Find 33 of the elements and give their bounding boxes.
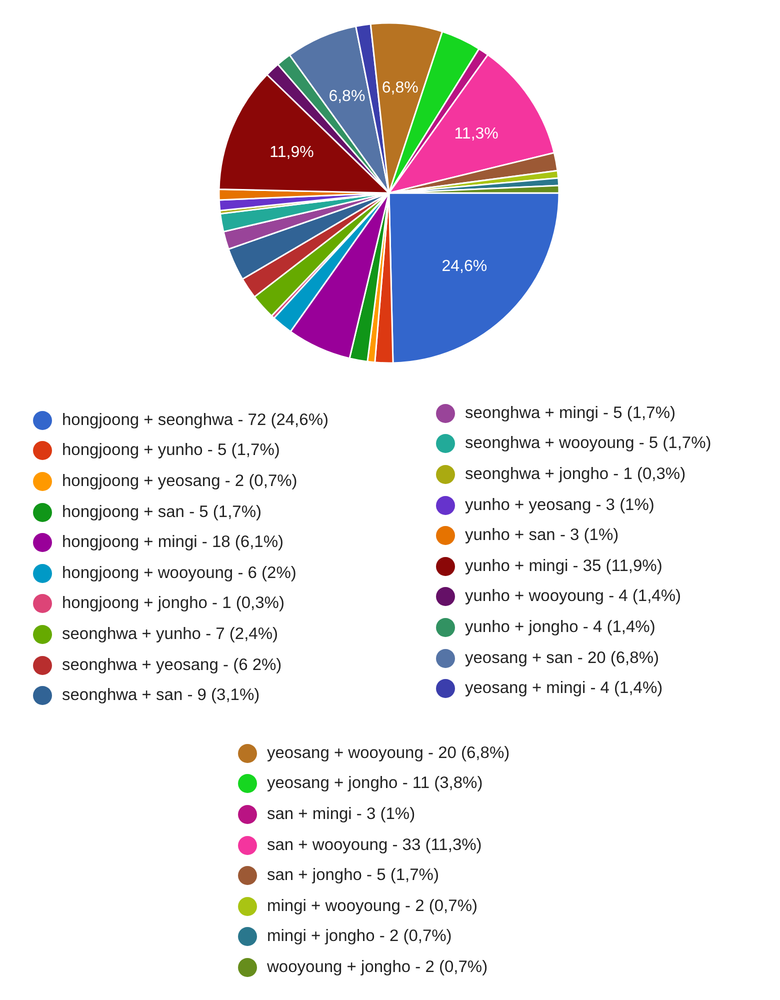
legend-label: san + wooyoung - 33 (11,3%): [267, 836, 482, 855]
legend-label: yeosang + mingi - 4 (1,4%): [465, 679, 663, 698]
legend-label: wooyoung + jongho - 2 (0,7%): [267, 958, 488, 977]
legend-label: yunho + yeosang - 3 (1%): [465, 496, 654, 515]
legend-label: yeosang + jongho - 11 (3,8%): [267, 774, 483, 794]
legend-label: seonghwa + yeosang - (6 2%): [62, 656, 282, 675]
legend-label: hongjoong + wooyoung - 6 (2%): [62, 564, 296, 583]
legend-label: yunho + jongho - 4 (1,4%): [465, 618, 656, 637]
legend-label: seonghwa + yunho - 7 (2,4%): [62, 624, 278, 644]
legend-label: hongjoong + yunho - 5 (1,7%): [62, 441, 280, 460]
legend-label: mingi + jongho - 2 (0,7%): [267, 927, 452, 946]
legend-label: san + mingi - 3 (1%): [267, 804, 416, 824]
legend-label: hongjoong + san - 5 (1,7%): [62, 502, 262, 522]
data-label: 6,8%: [382, 80, 418, 97]
legend-label: seonghwa + wooyoung - 5 (1,7%): [465, 434, 712, 454]
legend-label: yunho + san - 3 (1%): [465, 526, 619, 546]
legend-label: seonghwa + jongho - 1 (0,3%): [465, 464, 686, 484]
legend-label: yunho + mingi - 35 (11,9%): [465, 556, 662, 576]
legend-label: yeosang + san - 20 (6,8%): [465, 648, 659, 668]
legend-label: seonghwa + mingi - 5 (1,7%): [465, 404, 676, 423]
data-label: 24,6%: [442, 258, 488, 276]
data-label: 11,3%: [454, 125, 498, 142]
legend-label: hongjoong + seonghwa - 72 (24,6%): [62, 410, 328, 430]
legend-label: yunho + wooyoung - 4 (1,4%): [465, 587, 682, 606]
legend-label: hongjoong + jongho - 1 (0,3%): [62, 594, 284, 614]
legend-label: mingi + wooyoung - 2 (0,7%): [267, 896, 478, 916]
legend-label: yeosang + wooyoung - 20 (6,8%): [267, 744, 510, 763]
legend-label: hongjoong + yeosang - 2 (0,7%): [62, 472, 298, 491]
data-label: 11,9%: [270, 144, 314, 161]
data-label: 6,8%: [328, 88, 366, 105]
legend-label: seonghwa + san - 9 (3,1%): [62, 686, 260, 706]
legend-label: san + jongho - 5 (1,7%): [267, 866, 439, 886]
legend-label: hongjoong + mingi - 18 (6,1%): [62, 533, 284, 552]
